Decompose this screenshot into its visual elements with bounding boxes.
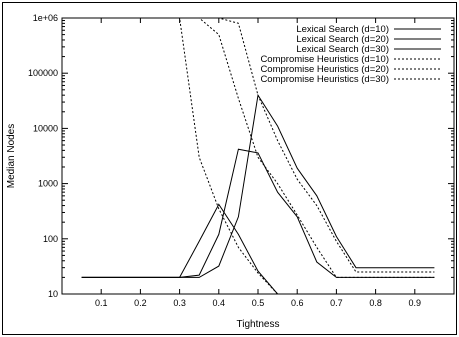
chart-outer-frame	[2, 2, 457, 335]
y-tick-label: 100	[43, 234, 58, 244]
x-tick-label: 0.3	[173, 298, 186, 308]
y-tick-label: 10000	[33, 123, 58, 133]
x-tick-label: 0.8	[369, 298, 382, 308]
x-tick-label: 0.6	[291, 298, 304, 308]
legend-label: Compromise Heuristics (d=30)	[260, 74, 389, 85]
x-tick-label: 0.9	[409, 298, 422, 308]
x-tick-label: 0.1	[95, 298, 108, 308]
series-line-3	[81, 93, 435, 278]
y-axis-title: Median Nodes	[6, 124, 17, 188]
ticks-layer: 0.1 0.2 0.3 0.4 0.5 0.6 0.7 0.8 0.9 10 100 1000 1000…	[28, 13, 454, 308]
legend-label: Compromise Heuristics (d=20)	[260, 64, 389, 75]
legend: Lexical Search (d=10)Lexical Search (d=2…	[260, 24, 441, 85]
legend-label: Lexical Search (d=20)	[296, 34, 389, 45]
y-tick-label: 10	[48, 289, 58, 299]
legend-label: Compromise Heuristics (d=10)	[260, 54, 389, 65]
series-line-5	[81, 18, 435, 278]
legend-label: Lexical Search (d=30)	[296, 44, 389, 55]
x-tick-label: 0.4	[213, 298, 226, 308]
x-tick-label: 0.5	[252, 298, 265, 308]
series-line-1	[81, 203, 278, 294]
plot-layer	[81, 18, 435, 294]
legend-label: Lexical Search (d=10)	[296, 24, 389, 35]
x-tick-label: 0.2	[134, 298, 147, 308]
y-tick-label: 1e+06	[33, 13, 58, 23]
x-tick-label: 0.7	[330, 298, 343, 308]
series-line-6	[81, 18, 435, 273]
x-axis-title: Tightness	[237, 319, 280, 330]
y-tick-label: 1000	[38, 179, 58, 189]
y-tick-label: 100000	[28, 68, 58, 78]
series-line-2	[81, 148, 435, 278]
series-line-4	[81, 18, 278, 294]
